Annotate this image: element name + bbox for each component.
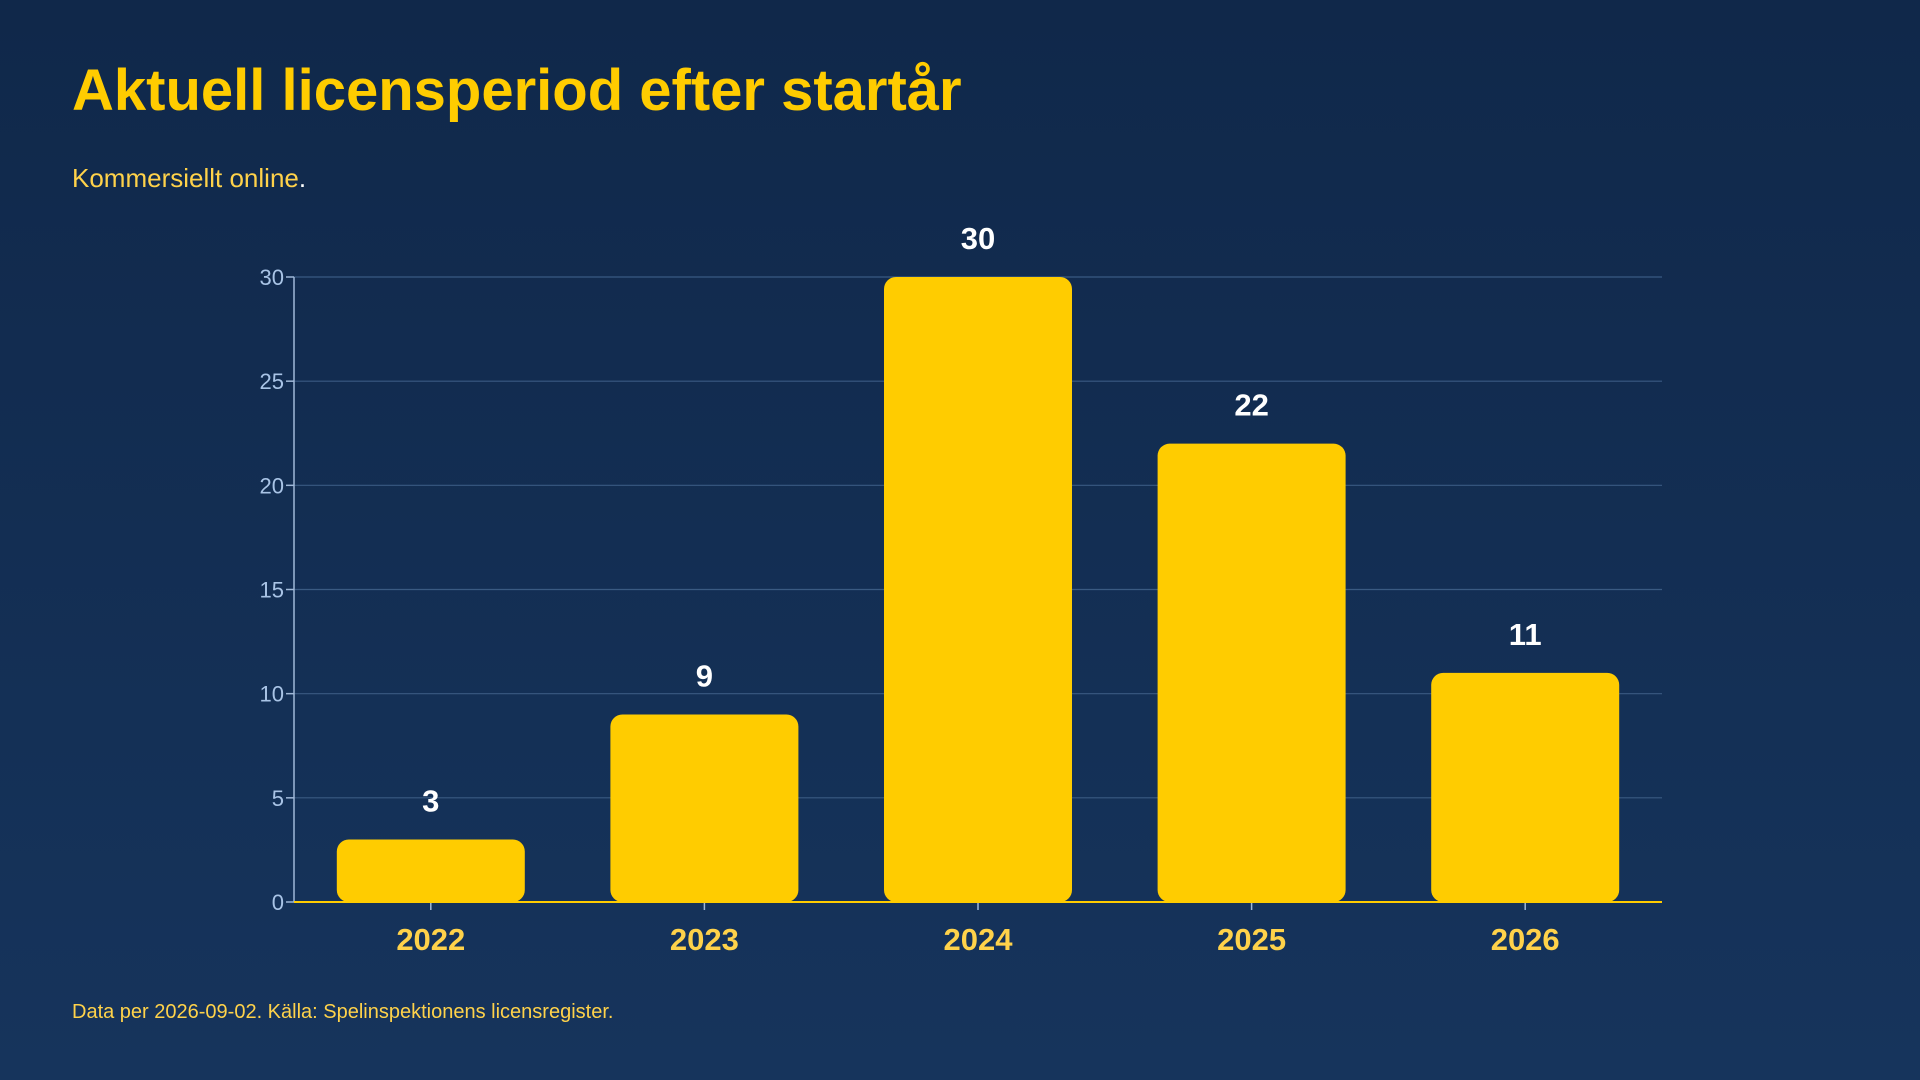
bar-2023: [610, 714, 799, 902]
y-axis: 0 5 10 15 20 25 30: [260, 265, 295, 915]
data-label-2024: 30: [961, 221, 995, 256]
x-tick-label-2024: 2024: [944, 922, 1014, 957]
bar-2026: [1431, 672, 1620, 902]
source-note: Data per 2026-09-02. Källa: Spelinspekti…: [72, 1001, 614, 1023]
bar-2025: [1157, 443, 1346, 902]
y-tick-label: 10: [260, 682, 284, 707]
x-tick-label-2025: 2025: [1217, 922, 1286, 957]
x-tick-label-2023: 2023: [670, 922, 739, 957]
subtitle-period: .: [298, 163, 307, 193]
subtitle-text: Kommersiellt online: [72, 163, 299, 193]
chart-subtitle: Kommersiellt online.: [72, 163, 306, 194]
y-tick-label: 20: [260, 473, 284, 498]
x-tick-label-2022: 2022: [396, 922, 465, 957]
bar-2024: [884, 277, 1072, 902]
y-tick-label: 25: [260, 369, 284, 394]
y-tick-label: 30: [260, 265, 284, 290]
data-label-2025: 22: [1234, 388, 1268, 423]
data-label-2023: 9: [696, 659, 713, 694]
y-tick-label: 5: [272, 786, 284, 811]
y-tick-label: 15: [260, 578, 284, 603]
bars: [336, 277, 1620, 902]
data-label-2022: 3: [422, 784, 439, 819]
chart-title: Aktuell licensperiod efter startår: [72, 58, 962, 123]
y-tick-label: 0: [272, 890, 284, 915]
data-labels: 3 9 30 22 11: [422, 221, 1541, 819]
bar-2022: [336, 839, 525, 902]
data-label-2026: 11: [1509, 617, 1542, 652]
x-axis: 2022 2023 2024 2025 2026: [294, 901, 1662, 957]
x-tick-label-2026: 2026: [1491, 922, 1560, 957]
